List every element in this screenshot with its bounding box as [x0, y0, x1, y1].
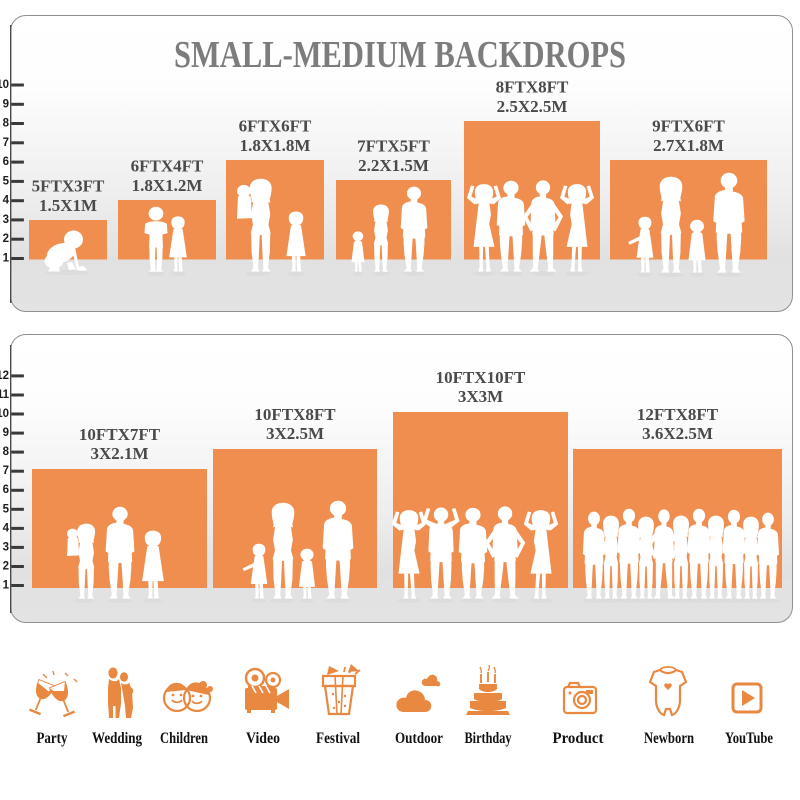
svg-text:2.2X1.5M: 2.2X1.5M — [358, 156, 429, 175]
svg-text:4: 4 — [3, 195, 10, 207]
svg-text:Product: Product — [553, 730, 605, 747]
svg-text:8FTX8FT: 8FTX8FT — [496, 78, 569, 97]
svg-text:12FTX8FT: 12FTX8FT — [637, 405, 719, 424]
svg-text:2.7X1.8M: 2.7X1.8M — [653, 136, 724, 155]
svg-text:Outdoor: Outdoor — [395, 730, 443, 747]
svg-text:12: 12 — [0, 370, 9, 382]
svg-text:5: 5 — [3, 503, 10, 515]
svg-text:1.5X1M: 1.5X1M — [39, 196, 97, 215]
svg-text:3.6X2.5M: 3.6X2.5M — [642, 424, 713, 443]
svg-text:1: 1 — [3, 580, 10, 592]
svg-text:3X2.1M: 3X2.1M — [90, 444, 148, 463]
svg-text:Newborn: Newborn — [644, 730, 694, 747]
svg-text:8: 8 — [3, 446, 10, 458]
svg-text:6FTX6FT: 6FTX6FT — [239, 117, 312, 136]
svg-text:Wedding: Wedding — [92, 730, 142, 747]
svg-text:10FTX8FT: 10FTX8FT — [254, 405, 336, 424]
svg-text:8: 8 — [3, 118, 10, 130]
svg-text:3: 3 — [3, 541, 9, 553]
svg-text:2: 2 — [3, 561, 9, 573]
svg-text:9FTX6FT: 9FTX6FT — [652, 117, 725, 136]
svg-text:6FTX4FT: 6FTX4FT — [131, 157, 204, 176]
svg-text:5FTX3FT: 5FTX3FT — [32, 177, 105, 196]
svg-text:Children: Children — [160, 730, 208, 747]
svg-text:2: 2 — [3, 233, 9, 245]
svg-text:YouTube: YouTube — [725, 730, 773, 747]
svg-text:1.8X1.2M: 1.8X1.2M — [132, 176, 203, 195]
svg-text:Festival: Festival — [316, 730, 361, 747]
svg-text:10FTX10FT: 10FTX10FT — [436, 368, 526, 387]
svg-text:7: 7 — [3, 137, 9, 149]
svg-text:9: 9 — [3, 427, 9, 439]
svg-text:11: 11 — [0, 389, 10, 401]
svg-text:Birthday: Birthday — [465, 730, 512, 747]
svg-text:2.5X2.5M: 2.5X2.5M — [497, 97, 568, 116]
svg-text:1: 1 — [3, 253, 10, 265]
svg-text:10: 10 — [0, 79, 9, 91]
svg-text:4: 4 — [3, 522, 10, 534]
svg-text:3X2.5M: 3X2.5M — [266, 424, 324, 443]
svg-text:6: 6 — [3, 156, 9, 168]
svg-text:3: 3 — [3, 214, 9, 226]
svg-text:1.8X1.8M: 1.8X1.8M — [240, 136, 311, 155]
svg-text:10: 10 — [0, 408, 9, 420]
svg-text:9: 9 — [3, 98, 9, 110]
svg-text:7FTX5FT: 7FTX5FT — [357, 137, 430, 156]
svg-text:6: 6 — [3, 484, 9, 496]
svg-text:5: 5 — [3, 175, 10, 187]
svg-text:Video: Video — [246, 730, 280, 747]
svg-text:SMALL-MEDIUM BACKDROPS: SMALL-MEDIUM BACKDROPS — [174, 34, 626, 76]
svg-text:10FTX7FT: 10FTX7FT — [79, 425, 161, 444]
svg-text:Party: Party — [37, 730, 68, 747]
svg-text:7: 7 — [3, 465, 9, 477]
svg-text:3X3M: 3X3M — [458, 387, 503, 406]
